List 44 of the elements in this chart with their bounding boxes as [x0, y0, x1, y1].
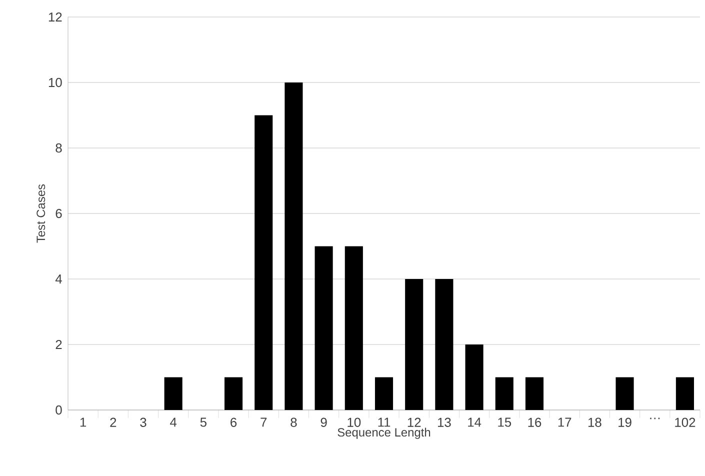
x-tick-label: 2 — [110, 418, 116, 427]
x-tick-label: 7 — [260, 418, 267, 427]
bar — [525, 377, 544, 410]
y-tick-label: 4 — [55, 274, 62, 284]
x-tick-label: 4 — [170, 418, 177, 427]
bar — [465, 344, 484, 410]
x-tick-label: 19 — [618, 418, 632, 427]
x-tick-label: 11 — [378, 418, 390, 427]
x-tick-label: 14 — [468, 418, 482, 427]
x-tick-label: 9 — [320, 418, 327, 427]
y-tick-label: 6 — [56, 208, 62, 218]
bar — [495, 377, 514, 410]
y-tick-label: 12 — [48, 12, 62, 22]
x-tick-label: 6 — [230, 418, 237, 427]
bar — [374, 377, 394, 410]
y-axis-title: Test Cases — [36, 184, 46, 243]
bar — [676, 377, 694, 410]
x-tick-label: 1 — [80, 418, 86, 427]
y-tick-label: 0 — [56, 405, 62, 415]
bar — [344, 246, 363, 410]
x-axis-title: Sequence Length — [338, 428, 430, 439]
y-tick-label: 2 — [56, 340, 62, 350]
x-tick-label: 16 — [528, 418, 542, 427]
x-tick-label: 8 — [290, 418, 297, 427]
bar — [405, 278, 424, 410]
x-tick-label: 18 — [588, 418, 602, 427]
x-tick-label: 10 — [348, 418, 361, 427]
bar — [254, 115, 273, 410]
bar — [314, 246, 333, 410]
x-tick-label: 17 — [558, 418, 572, 427]
y-tick-label: 10 — [48, 78, 62, 88]
x-tick-label: 12 — [408, 418, 421, 427]
bar — [616, 377, 634, 410]
bar — [435, 278, 454, 410]
x-tick-label: … — [650, 418, 660, 420]
x-tick-label: 15 — [498, 418, 512, 427]
x-tick-label: 102 — [675, 418, 696, 427]
x-tick-label: 5 — [200, 418, 206, 427]
x-tick-label: 13 — [438, 418, 451, 427]
x-tick-label: 3 — [140, 418, 146, 427]
bar — [284, 82, 303, 410]
y-tick-label: 8 — [56, 143, 62, 153]
bar — [224, 377, 243, 410]
bar — [164, 377, 182, 410]
